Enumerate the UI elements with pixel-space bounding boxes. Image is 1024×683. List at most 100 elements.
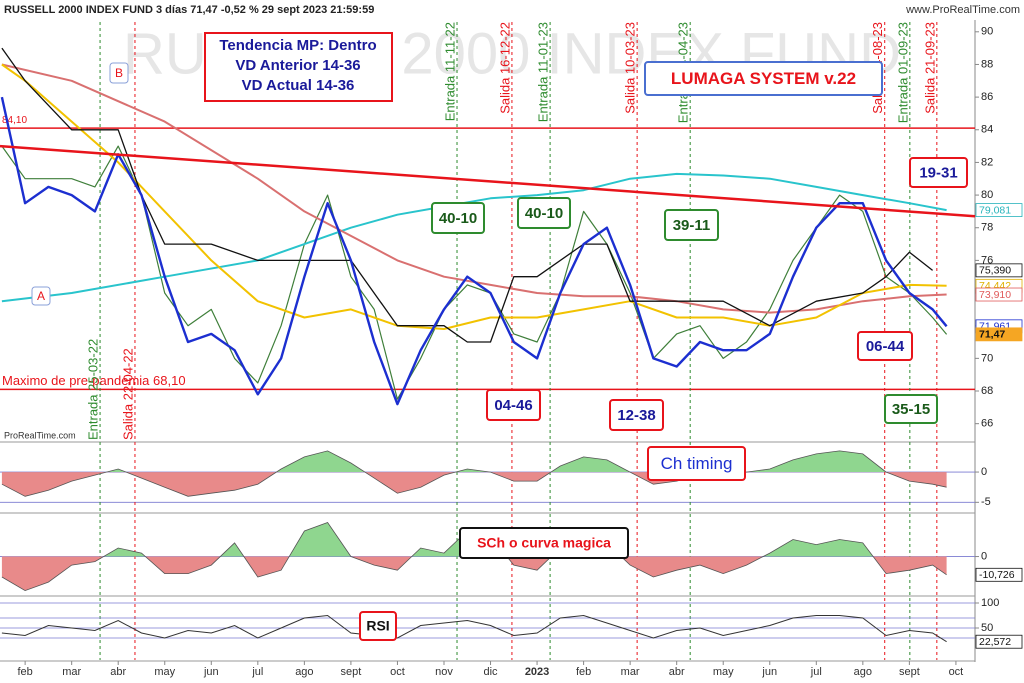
signal-label: Salida 21-09-23 (922, 22, 937, 114)
y-tick-label: 50 (981, 622, 993, 634)
panel-label-box (647, 446, 746, 481)
y-tick-label: 88 (981, 58, 993, 70)
price-tag (975, 203, 1023, 217)
panel-label: Ch timing (661, 454, 733, 473)
annotation-text: A (37, 289, 45, 303)
annotation-box (609, 399, 664, 431)
y-tick-label: 68 (981, 385, 993, 397)
x-tick-label: mar (62, 666, 81, 678)
x-tick-label: oct (949, 666, 964, 678)
area-negative (1, 472, 947, 497)
panel-label-box (359, 611, 397, 641)
price-tag-label: 79,081 (979, 204, 1011, 216)
y-tick-label: 90 (981, 26, 993, 38)
x-tick-label: feb (576, 666, 591, 678)
annotation-text: 40-10 (439, 210, 477, 227)
x-tick-label: mar (621, 666, 640, 678)
annotation-box (884, 394, 938, 424)
annotation-box (109, 62, 129, 84)
signal-label: Salida 16-12-22 (497, 22, 512, 114)
x-tick-label: jul (251, 666, 263, 678)
signal-label: Entrada 11-11-22 (442, 22, 457, 121)
annotation-text: 35-15 (892, 401, 930, 418)
price-tag (975, 327, 1023, 342)
x-tick-label: ago (295, 666, 313, 678)
price-tag (975, 287, 1023, 302)
price-tag (975, 263, 1023, 278)
indicator-line (1, 614, 947, 643)
x-tick-label: jun (761, 666, 777, 678)
panel-label: SCh o curva magica (477, 535, 611, 551)
y-tick-label: 86 (981, 91, 993, 103)
x-tick-label: 2023 (525, 666, 549, 678)
series-line (0, 96, 948, 406)
y-tick-label: 80 (981, 189, 993, 201)
y-tick-label: 66 (981, 418, 993, 430)
x-tick-label: abr (110, 666, 126, 678)
x-tick-label: may (713, 666, 734, 678)
signal-label: Salida 22-04-22 (120, 348, 135, 440)
info-text: Tendencia MP: Dentro (219, 37, 376, 54)
annotation-box (644, 61, 883, 96)
credit-label: ProRealTime.com (4, 430, 76, 440)
y-tick-label: 0 (981, 466, 987, 478)
price-tag-label: 71,47 (979, 329, 1005, 341)
info-text: VD Actual 14-36 (242, 77, 355, 94)
h-line-label: Maximo de pre-pandemia 68,10 (2, 373, 186, 388)
x-tick-label: jun (203, 666, 219, 678)
y-tick-label: 82 (981, 156, 993, 168)
y-tick-label: 0 (981, 550, 987, 562)
annotation-text: B (115, 66, 123, 80)
trend-line (0, 144, 976, 218)
annotation-box (431, 202, 485, 234)
signal-label: Entrada 01-09-23 (895, 22, 910, 123)
price-tag-label: -10,726 (979, 569, 1015, 581)
annotation-box (857, 331, 913, 361)
annotation-text: 39-11 (673, 217, 711, 234)
annotation-text: LUMAGA SYSTEM v.22 (671, 69, 856, 88)
annotation-text: 40-10 (525, 205, 563, 222)
x-tick-label: jul (810, 666, 822, 678)
annotation-box (909, 157, 968, 188)
signal-label: Salida 10-03-23 (623, 22, 638, 114)
y-tick-label: 78 (981, 222, 993, 234)
x-tick-label: feb (17, 666, 32, 678)
info-text: VD Anterior 14-36 (235, 57, 360, 74)
y-tick-label: 84 (981, 124, 993, 136)
signal-label: Entrada 11-01-23 (536, 22, 551, 122)
x-tick-label: abr (669, 666, 685, 678)
x-tick-label: oct (390, 666, 405, 678)
y-tick-label: 76 (981, 254, 993, 266)
y-tick-label: 100 (981, 597, 999, 609)
x-tick-label: nov (435, 666, 453, 678)
annotation-text: 04-46 (494, 397, 532, 414)
series-line (1, 63, 947, 314)
series-line (1, 47, 934, 343)
header-title: RUSSELL 2000 INDEX FUND 3 días 71,47 -0,… (4, 4, 374, 16)
indicator-line (1, 450, 947, 497)
x-tick-label: ago (854, 666, 872, 678)
info-box (204, 32, 393, 102)
x-tick-label: may (154, 666, 175, 678)
series-line (1, 63, 947, 330)
price-tag (975, 634, 1023, 649)
site-label: www.ProRealTime.com (905, 4, 1020, 16)
x-tick-label: sept (899, 666, 920, 678)
x-tick-label: dic (483, 666, 498, 678)
area-negative (1, 556, 947, 591)
annotation-box (31, 286, 51, 306)
annotation-box (517, 197, 571, 229)
price-tag-label: 73,910 (979, 289, 1011, 301)
panel-label: RSI (366, 618, 389, 634)
y-tick-label: -5 (981, 496, 991, 508)
annotation-text: 19-31 (919, 164, 957, 181)
h-line-label: 84,10 (2, 115, 27, 126)
panel-label-box (459, 527, 629, 559)
annotation-text: 06-44 (866, 338, 905, 355)
y-tick-label: 70 (981, 352, 993, 364)
area-positive (106, 450, 887, 473)
signal-label: Entrada 25-03-22 (85, 339, 100, 440)
annotation-text: 12-38 (617, 407, 655, 424)
